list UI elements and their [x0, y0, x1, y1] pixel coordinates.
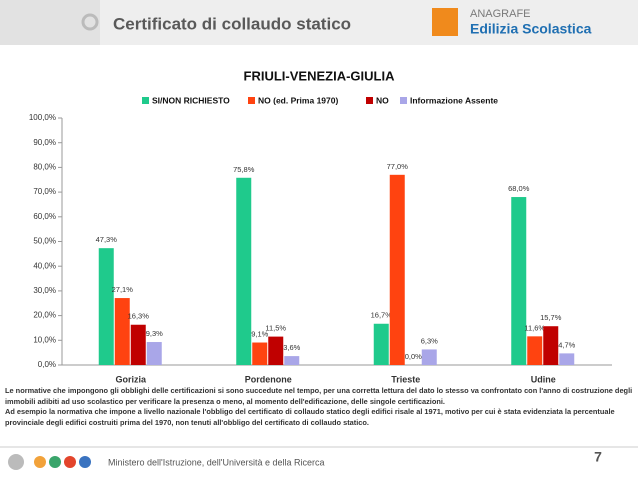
bar: [114, 298, 130, 365]
value-label: 9,3%: [146, 329, 163, 338]
value-label: 11,6%: [524, 323, 545, 332]
bar: [268, 336, 284, 365]
x-tick-label: Udine: [531, 374, 556, 384]
legend-swatch: [400, 97, 407, 104]
bar: [511, 197, 527, 365]
x-tick-label: Pordenone: [245, 374, 292, 384]
bar: [373, 323, 389, 365]
bar: [559, 353, 575, 365]
value-label: 68,0%: [508, 184, 530, 193]
legend-label: NO (ed. Prima 1970): [258, 95, 338, 105]
value-label: 11,5%: [265, 324, 286, 333]
y-tick-label: 10,0%: [33, 335, 56, 344]
value-label: 16,7%: [371, 311, 393, 320]
legend-label: NO: [376, 95, 389, 105]
miur-logo: [79, 456, 91, 468]
value-label: 77,0%: [387, 162, 409, 171]
ministry: Ministero dell'Istruzione, dell'Universi…: [108, 457, 325, 467]
y-tick-label: 50,0%: [33, 237, 56, 246]
value-label: 9,1%: [251, 330, 268, 339]
x-tick-label: Gorizia: [115, 374, 147, 384]
chart-title: FRIULI-VENEZIA-GIULIA: [244, 68, 396, 83]
header-title: Certificato di collaudo statico: [113, 14, 351, 33]
notes: Le normative che impongono gli obblighi …: [5, 386, 633, 428]
legend-label: Informazione Assente: [410, 95, 498, 105]
value-label: 4,7%: [558, 340, 575, 349]
bar: [389, 174, 405, 365]
y-tick-label: 60,0%: [33, 212, 56, 221]
value-label: 47,3%: [96, 235, 118, 244]
miur-logo: [64, 456, 76, 468]
note: Ad esempio la normativa che impone a liv…: [5, 407, 615, 427]
header-decoration: [0, 0, 100, 45]
value-label: 0,0%: [405, 352, 422, 361]
value-label: 75,8%: [233, 165, 255, 174]
gear-icon: [81, 13, 99, 31]
bar: [236, 177, 252, 365]
value-label: 27,1%: [112, 285, 134, 294]
bar: [421, 349, 437, 365]
note: Le normative che impongono gli obblighi …: [5, 386, 633, 406]
value-label: 15,7%: [540, 313, 562, 322]
y-tick-label: 30,0%: [33, 286, 56, 295]
bar: [98, 248, 114, 365]
value-label: 3,6%: [283, 343, 300, 352]
value-label: 16,3%: [128, 312, 150, 321]
miur-logo: [49, 456, 61, 468]
bar: [284, 356, 300, 365]
y-tick-label: 100,0%: [29, 113, 56, 122]
bar: [130, 324, 146, 365]
miur-logo: [34, 456, 46, 468]
logo-icon: [432, 8, 458, 36]
emblem: [8, 454, 24, 470]
logo-bottom: Edilizia Scolastica: [470, 21, 592, 37]
bar: [252, 342, 268, 365]
header-band: [0, 0, 638, 45]
y-tick-label: 0,0%: [38, 360, 56, 369]
bar: [146, 342, 162, 365]
legend-swatch: [248, 97, 255, 104]
legend-swatch: [142, 97, 149, 104]
legend-label: SI/NON RICHIESTO: [152, 95, 230, 105]
page-number: 7: [594, 449, 602, 465]
y-tick-label: 40,0%: [33, 261, 56, 270]
logo-top: ANAGRAFE: [470, 8, 531, 20]
x-tick-label: Trieste: [391, 374, 420, 384]
bar: [543, 326, 559, 365]
y-tick-label: 90,0%: [33, 138, 56, 147]
bar: [527, 336, 543, 365]
value-label: 6,3%: [421, 336, 438, 345]
y-tick-label: 70,0%: [33, 187, 56, 196]
legend-swatch: [366, 97, 373, 104]
y-tick-label: 80,0%: [33, 163, 56, 172]
y-tick-label: 20,0%: [33, 311, 56, 320]
